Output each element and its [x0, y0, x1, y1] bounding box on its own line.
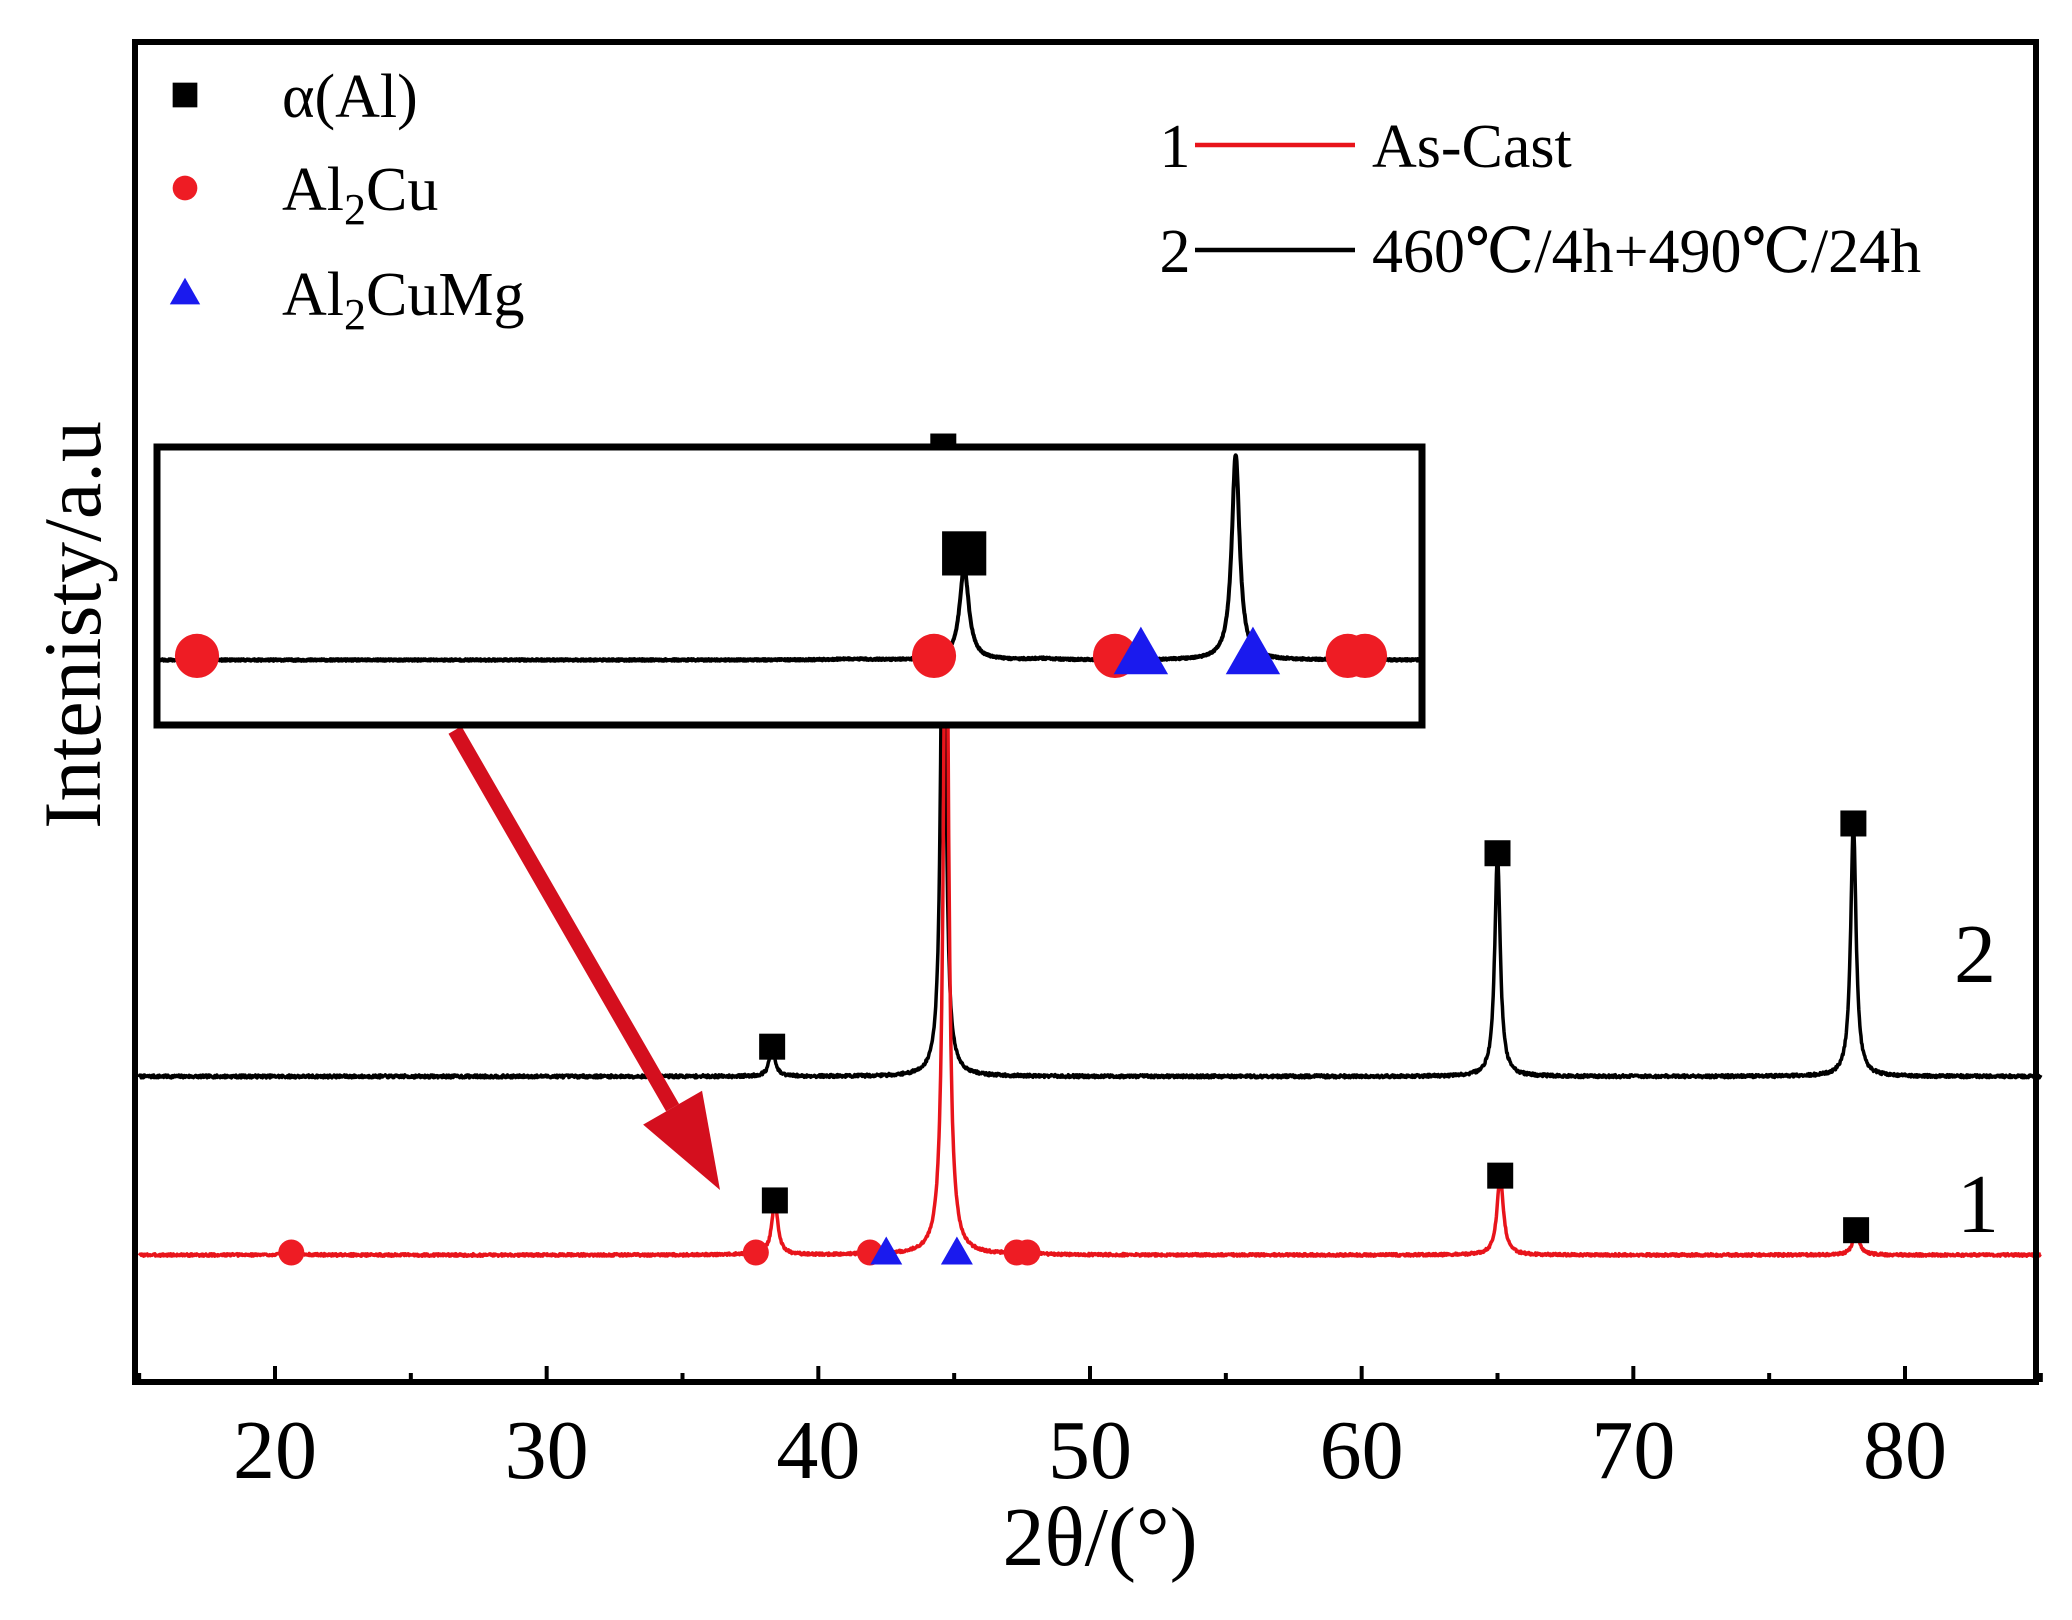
legend-marker-al2cumg — [169, 277, 201, 305]
legend-marker-alpha-al — [172, 82, 198, 108]
legend-label-main: Al — [282, 261, 344, 329]
x-tick-label: 80 — [1863, 1404, 1947, 1497]
curve-legend-number-2: 2 — [1160, 218, 1191, 286]
phase-marker-alpha-al — [1840, 810, 1867, 837]
axes-layer: 20 30 40 50 60 70 80 — [132, 39, 2043, 1497]
phase-marker-alpha-al — [1487, 1162, 1514, 1189]
inset-marker-alpha-al — [942, 531, 987, 576]
inset-layer — [153, 443, 1426, 729]
phase-marker-al2cumg — [870, 1236, 903, 1265]
legend-marker-al2cu — [172, 175, 198, 201]
x-tick-label: 30 — [505, 1404, 589, 1497]
phase-marker-alpha-al — [759, 1033, 786, 1060]
inset-marker-al2cumg — [1225, 626, 1281, 675]
x-tick-label: 20 — [233, 1404, 317, 1497]
x-tick-label: 70 — [1591, 1404, 1675, 1497]
inset-marker-al2cu — [911, 633, 957, 679]
curve-number-1: 1 — [1957, 1158, 1999, 1251]
curve-legend-number-1: 1 — [1160, 113, 1191, 181]
series-line-heat-treated — [137, 447, 2043, 1080]
inset-background — [157, 447, 1422, 725]
phase-marker-al2cu — [278, 1239, 305, 1266]
phase-marker-alpha-al — [1843, 1217, 1870, 1244]
phase-marker-al2cumg — [940, 1236, 973, 1265]
inset-marker-al2cu — [174, 633, 220, 679]
y-axis-label: Intenisty/a.u — [27, 421, 118, 829]
legend-label-al2cu: Al2Cu — [282, 156, 438, 234]
legend-label-sub: 2 — [344, 185, 366, 234]
legend-label-alpha-al: α(Al) — [282, 63, 418, 131]
phase-marker-alpha-al — [1484, 840, 1511, 867]
x-axis-label: 2θ/(°) — [1002, 1491, 1197, 1584]
legend-label-sub: 2 — [344, 290, 366, 339]
inset-series-line — [157, 453, 1422, 663]
x-tick-label: 40 — [776, 1404, 860, 1497]
plot-frame — [132, 39, 2039, 1385]
phase-marker-al2cu — [742, 1239, 769, 1266]
legend-label-rest: Cu — [366, 156, 438, 224]
inset-arrow — [448, 726, 680, 1112]
inset-marker-al2cumg — [1113, 626, 1169, 675]
legend-label-rest: CuMg — [366, 261, 524, 329]
plot-layer: 21 — [137, 433, 2043, 1266]
x-tick-label: 50 — [1048, 1404, 1132, 1497]
legend-label-main: Al — [282, 156, 344, 224]
legend-label-al2cumg: Al2CuMg — [282, 261, 524, 339]
phase-marker-alpha-al — [761, 1187, 788, 1214]
curve-number-2: 2 — [1954, 908, 1996, 1001]
inset-arrow-head — [643, 1090, 720, 1190]
series-line-as-cast — [137, 484, 2043, 1258]
curve-legend-label-2: 460℃/4h+490℃/24h — [1372, 218, 1921, 286]
x-tick-label: 60 — [1320, 1404, 1404, 1497]
curve-legend-label-1: As-Cast — [1372, 113, 1572, 181]
inset-marker-al2cu — [1342, 633, 1388, 679]
inset-frame — [153, 443, 1426, 729]
phase-marker-al2cu — [1014, 1239, 1041, 1266]
